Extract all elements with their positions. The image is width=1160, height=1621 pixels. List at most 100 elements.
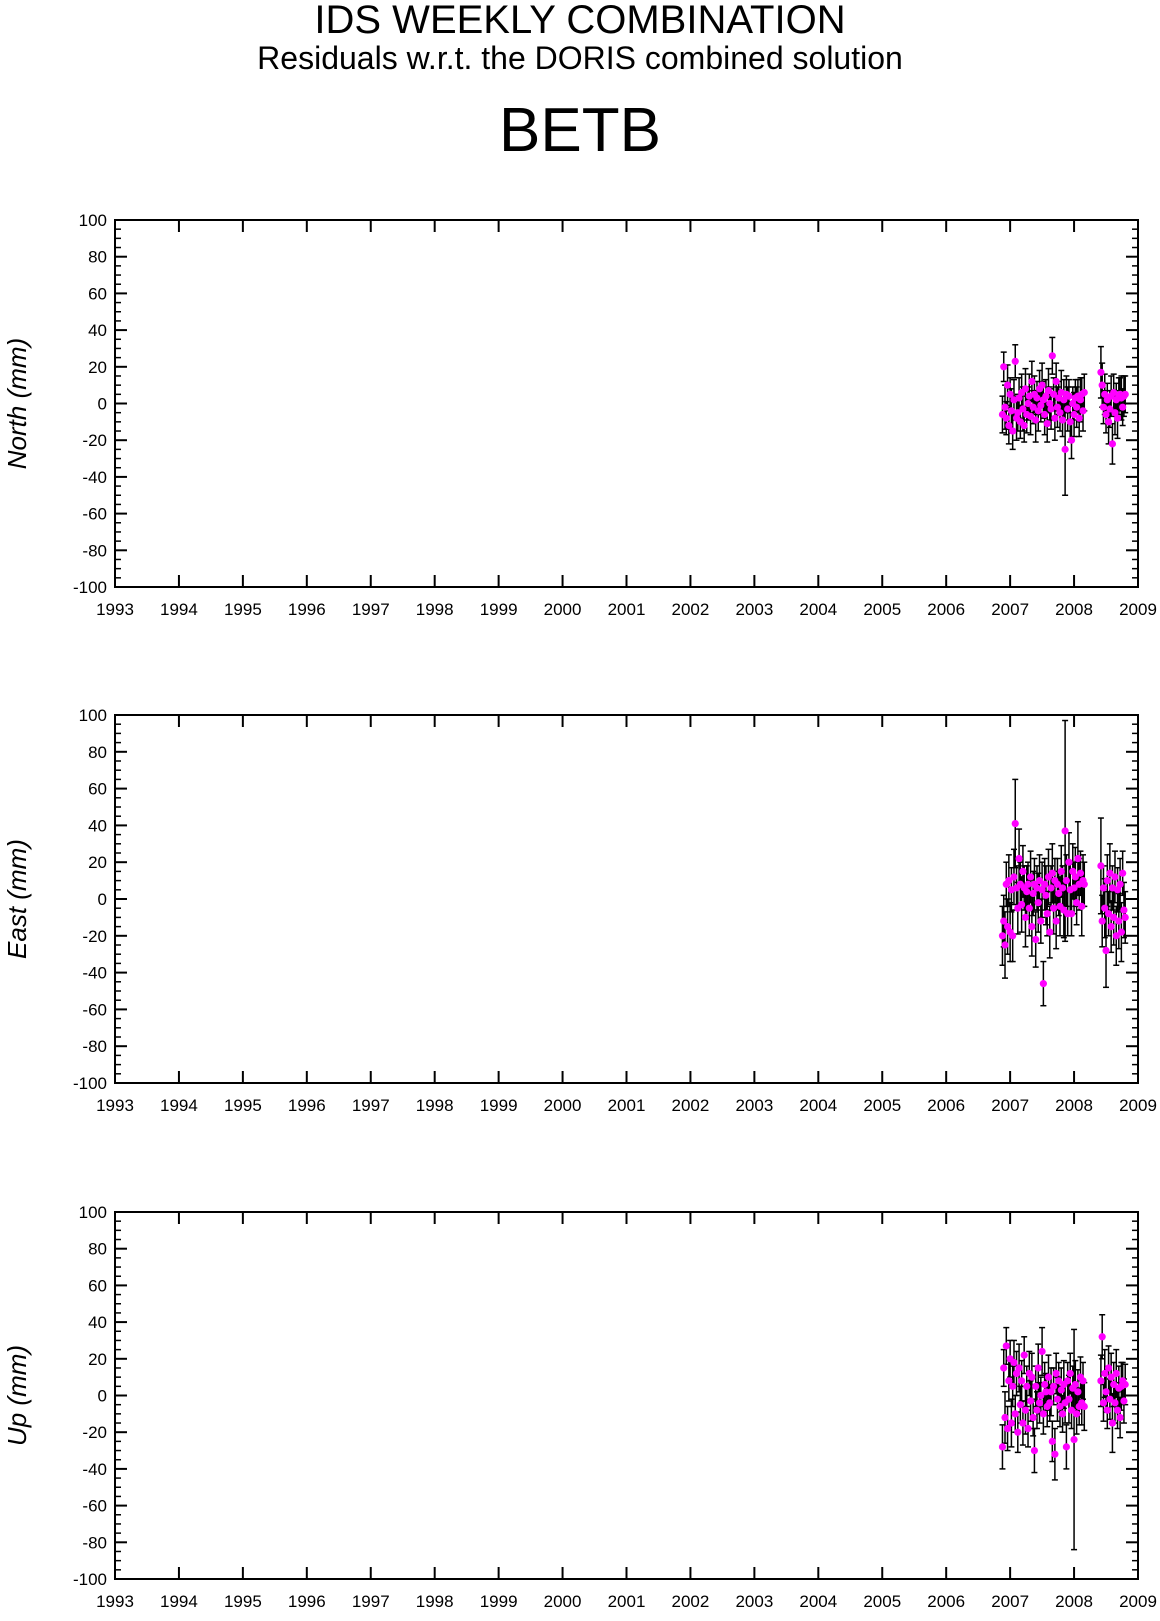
- x-tick-label: 1998: [416, 1592, 454, 1611]
- data-point: [1032, 416, 1040, 424]
- data-point: [1110, 1380, 1118, 1389]
- data-point: [1029, 889, 1037, 898]
- data-point: [1050, 1382, 1058, 1390]
- y-tick-label: -60: [82, 1497, 107, 1516]
- x-tick-label: 1994: [160, 1096, 198, 1115]
- data-point: [1121, 390, 1129, 398]
- data-point: [1024, 880, 1032, 888]
- x-tick-label: 1993: [96, 1096, 134, 1115]
- chart-subtitle: Residuals w.r.t. the DORIS combined solu…: [257, 40, 903, 76]
- data-point: [1007, 1419, 1016, 1427]
- data-point: [1102, 1388, 1110, 1396]
- data-point: [1062, 877, 1070, 885]
- series: [998, 336, 1129, 496]
- y-tick-label: 20: [88, 1350, 107, 1369]
- x-tick-label: 2007: [991, 600, 1029, 619]
- data-point: [1120, 1397, 1128, 1405]
- data-point: [1102, 946, 1110, 955]
- data-point: [1021, 385, 1030, 393]
- data-point: [1048, 1437, 1056, 1445]
- data-point: [1014, 409, 1022, 417]
- data-point: [1108, 440, 1117, 448]
- data-point: [1108, 1419, 1117, 1427]
- data-point: [1042, 392, 1050, 400]
- data-point: [1041, 1380, 1049, 1389]
- y-tick-label: -80: [82, 1037, 107, 1056]
- y-axis-label: East (mm): [2, 839, 32, 959]
- data-point: [1051, 1450, 1059, 1458]
- y-tick-label: 80: [88, 1240, 107, 1259]
- data-point: [1023, 888, 1031, 896]
- data-point: [1066, 418, 1074, 426]
- data-point: [1048, 869, 1056, 877]
- data-point: [1002, 1342, 1010, 1350]
- station-name: BETB: [499, 96, 661, 165]
- data-point: [1050, 904, 1058, 912]
- x-tick-label: 2004: [799, 600, 837, 619]
- plot-frame: [114, 714, 1139, 1084]
- data-point: [1079, 407, 1087, 415]
- y-tick-label: 40: [88, 321, 107, 340]
- data-point: [1019, 867, 1027, 876]
- data-point: [1016, 1401, 1024, 1409]
- data-point: [1074, 854, 1082, 863]
- x-tick-label: 2008: [1055, 1592, 1093, 1611]
- data-point: [1058, 884, 1067, 892]
- data-point: [1005, 421, 1013, 430]
- data-point: [1039, 1410, 1047, 1418]
- data-point: [1044, 387, 1053, 395]
- data-point: [1015, 394, 1023, 402]
- data-point: [1057, 867, 1065, 876]
- x-tick-label: 1996: [288, 1096, 326, 1115]
- data-point: [998, 932, 1007, 940]
- panel-up: 1993 1994 1995 1996 1997 1998 1999 2000 2001 2002…: [2, 1203, 1157, 1611]
- data-point: [1104, 418, 1113, 426]
- x-tick-label: 1995: [224, 1592, 262, 1611]
- data-point: [1064, 405, 1072, 413]
- data-point: [1047, 884, 1055, 892]
- data-point: [1014, 1428, 1022, 1436]
- x-tick-label: 2004: [799, 1096, 837, 1115]
- data-point: [1061, 827, 1069, 835]
- x-tick-label: 2001: [608, 1592, 646, 1611]
- data-point: [1110, 388, 1118, 397]
- y-axis-label: North (mm): [2, 338, 32, 469]
- data-point: [1073, 403, 1081, 411]
- data-point: [1053, 880, 1062, 888]
- data-point: [1104, 1364, 1113, 1372]
- data-point: [1080, 880, 1088, 888]
- data-point: [1106, 869, 1114, 877]
- data-point: [1000, 1364, 1008, 1372]
- y-tick-label: 100: [79, 211, 107, 230]
- data-point: [1056, 409, 1064, 417]
- data-point: [1046, 399, 1054, 408]
- data-point: [1033, 1406, 1041, 1414]
- data-point: [1015, 1364, 1023, 1372]
- x-tick-label: 2001: [608, 600, 646, 619]
- data-point: [1067, 910, 1076, 918]
- x-tick-label: 2005: [863, 600, 901, 619]
- data-point: [1067, 1406, 1076, 1414]
- y-tick-label: -20: [82, 1423, 107, 1442]
- y-tick-label: -100: [73, 578, 107, 597]
- data-point: [1026, 1397, 1035, 1405]
- x-tick-label: 1999: [480, 600, 518, 619]
- data-point: [1005, 877, 1013, 885]
- data-point: [1106, 405, 1114, 413]
- data-point: [1051, 414, 1059, 422]
- data-point: [1020, 421, 1028, 430]
- x-tick-label: 1996: [288, 600, 326, 619]
- data-point: [1044, 1373, 1053, 1381]
- data-point: [1098, 1333, 1106, 1341]
- data-point: [1120, 906, 1128, 914]
- data-point: [1011, 819, 1019, 828]
- x-tick-label: 2008: [1055, 600, 1093, 619]
- y-tick-label: 80: [88, 743, 107, 762]
- data-point: [1055, 889, 1063, 898]
- data-point: [1097, 368, 1105, 376]
- data-point: [1001, 403, 1009, 411]
- data-point: [1009, 1382, 1017, 1390]
- data-point: [1018, 900, 1026, 909]
- y-tick-label: -40: [82, 1460, 107, 1479]
